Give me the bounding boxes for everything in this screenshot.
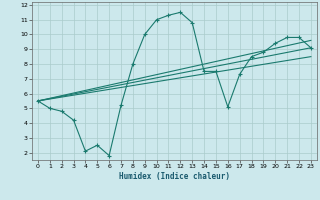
X-axis label: Humidex (Indice chaleur): Humidex (Indice chaleur): [119, 172, 230, 181]
